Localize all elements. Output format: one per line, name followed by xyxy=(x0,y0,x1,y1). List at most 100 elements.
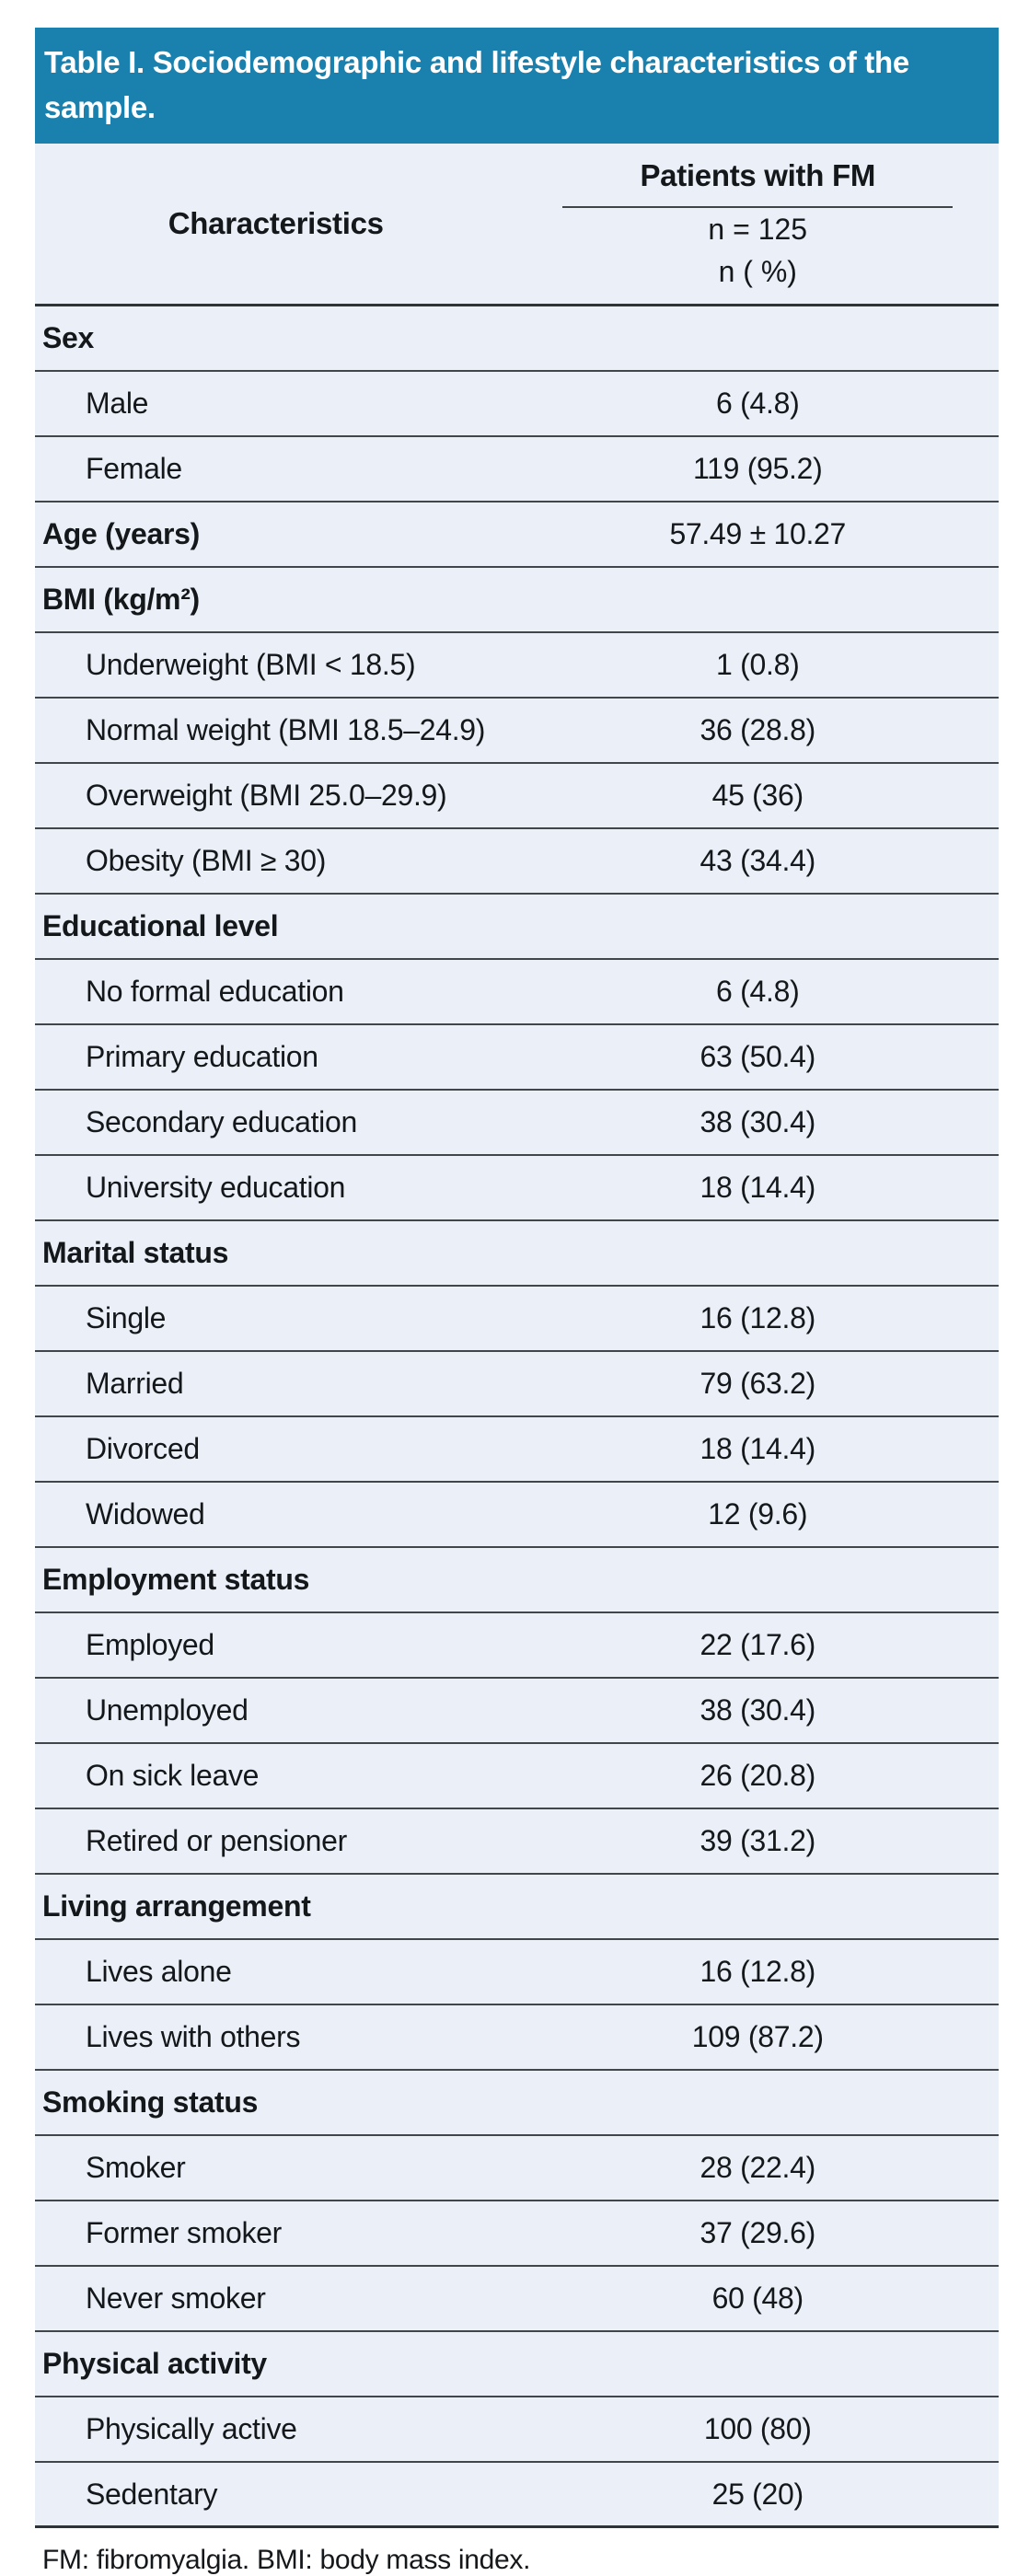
table-row: Lives with others 109 (87.2) xyxy=(35,2005,999,2071)
table-row: Never smoker 60 (48) xyxy=(35,2267,999,2332)
row-label: Divorced xyxy=(86,1432,200,1465)
row-value: 38 (30.4) xyxy=(699,1105,816,1138)
table-row: Secondary education 38 (30.4) xyxy=(35,1091,999,1156)
row-label: Obesity (BMI ≥ 30) xyxy=(86,844,327,877)
sample-size-line: n = 125 xyxy=(708,213,808,246)
table-row: On sick leave 26 (20.8) xyxy=(35,1744,999,1809)
row-label: Smoker xyxy=(86,2151,186,2184)
column-header-group: Patients with FM n = 125 n ( %) xyxy=(517,144,1000,304)
row-value: 16 (12.8) xyxy=(699,1955,816,1988)
table-row: Normal weight (BMI 18.5–24.9) 36 (28.8) xyxy=(35,699,999,764)
row-value: 63 (50.4) xyxy=(699,1040,816,1073)
table-row: Employment status xyxy=(35,1548,999,1613)
row-value: 36 (28.8) xyxy=(699,713,816,746)
row-label: Widowed xyxy=(86,1497,205,1531)
column-header-characteristics: Characteristics xyxy=(168,206,384,240)
table-row: Marital status xyxy=(35,1221,999,1287)
table-row: University education 18 (14.4) xyxy=(35,1156,999,1221)
row-value: 26 (20.8) xyxy=(699,1759,816,1792)
row-value: 43 (34.4) xyxy=(699,844,816,877)
row-label: Sedentary xyxy=(86,2477,218,2511)
row-label: Male xyxy=(86,387,149,420)
table-row: BMI (kg/m²) xyxy=(35,568,999,633)
table-row: Sedentary 25 (20) xyxy=(35,2463,999,2528)
row-value: 6 (4.8) xyxy=(716,975,800,1008)
table-row: Smoker 28 (22.4) xyxy=(35,2136,999,2201)
row-label: Overweight (BMI 25.0–29.9) xyxy=(86,779,447,812)
table-header: Characteristics Patients with FM n = 125… xyxy=(35,144,999,306)
row-label: Smoking status xyxy=(42,2085,259,2119)
row-value: 37 (29.6) xyxy=(699,2216,816,2249)
row-value: 28 (22.4) xyxy=(699,2151,816,2184)
row-value: 60 (48) xyxy=(711,2281,804,2315)
row-label: Sex xyxy=(42,321,95,354)
table-row: Overweight (BMI 25.0–29.9) 45 (36) xyxy=(35,764,999,829)
row-label: Marital status xyxy=(42,1236,229,1269)
table-row: Sex xyxy=(35,306,999,372)
table-row: Physical activity xyxy=(35,2332,999,2397)
row-value: 109 (87.2) xyxy=(691,2020,824,2053)
table-footnote: FM: fibromyalgia. BMI: body mass index. xyxy=(42,2545,531,2575)
row-value: 38 (30.4) xyxy=(699,1693,816,1727)
table-row: Married 79 (63.2) xyxy=(35,1352,999,1417)
row-label: On sick leave xyxy=(86,1759,260,1792)
row-label: Age (years) xyxy=(42,517,200,550)
group-label-patients-with-fm: Patients with FM xyxy=(562,158,954,208)
row-value: 18 (14.4) xyxy=(699,1432,816,1465)
row-value: 39 (31.2) xyxy=(699,1824,816,1857)
row-value: 57.49 ± 10.27 xyxy=(669,517,847,550)
table-title: Table I. Sociodemographic and lifestyle … xyxy=(35,28,999,144)
table-row: Widowed 12 (9.6) xyxy=(35,1483,999,1548)
row-label: Primary education xyxy=(86,1040,318,1073)
row-value: 1 (0.8) xyxy=(716,648,800,681)
table-row: Obesity (BMI ≥ 30) 43 (34.4) xyxy=(35,829,999,895)
row-value: 25 (20) xyxy=(711,2477,804,2511)
row-label: Normal weight (BMI 18.5–24.9) xyxy=(86,713,486,746)
sociodemographic-table: Table I. Sociodemographic and lifestyle … xyxy=(35,28,999,2576)
row-value: 100 (80) xyxy=(703,2412,812,2445)
row-value: 12 (9.6) xyxy=(708,1497,808,1531)
row-label: Living arrangement xyxy=(42,1889,311,1923)
row-label: Lives with others xyxy=(86,2020,301,2053)
row-label: Physical activity xyxy=(42,2347,267,2380)
table-row: Living arrangement xyxy=(35,1875,999,1940)
table-row: Single 16 (12.8) xyxy=(35,1287,999,1352)
table-row: Smoking status xyxy=(35,2071,999,2136)
row-label: Retired or pensioner xyxy=(86,1824,347,1857)
table-row: Physically active 100 (80) xyxy=(35,2397,999,2463)
table-row: Divorced 18 (14.4) xyxy=(35,1417,999,1483)
table-row: Age (years) 57.49 ± 10.27 xyxy=(35,502,999,568)
row-label: Underweight (BMI < 18.5) xyxy=(86,648,416,681)
row-label: Physically active xyxy=(86,2412,297,2445)
row-label: Unemployed xyxy=(86,1693,249,1727)
row-label: Single xyxy=(86,1301,167,1334)
row-label: BMI (kg/m²) xyxy=(42,583,200,616)
table-row: Educational level xyxy=(35,895,999,960)
row-value: 6 (4.8) xyxy=(716,387,800,420)
row-value: 18 (14.4) xyxy=(699,1171,816,1204)
row-value: 119 (95.2) xyxy=(692,452,823,485)
row-label: Female xyxy=(86,452,182,485)
row-label: University education xyxy=(86,1171,346,1204)
row-label: Educational level xyxy=(42,909,279,942)
row-value: 22 (17.6) xyxy=(699,1628,816,1661)
row-value: 79 (63.2) xyxy=(699,1367,816,1400)
row-label: Secondary education xyxy=(86,1105,357,1138)
row-label: Never smoker xyxy=(86,2281,266,2315)
row-value: 16 (12.8) xyxy=(699,1301,816,1334)
table-row: Former smoker 37 (29.6) xyxy=(35,2201,999,2267)
table-row: Female 119 (95.2) xyxy=(35,437,999,502)
row-label: No formal education xyxy=(86,975,344,1008)
row-value: 45 (36) xyxy=(711,779,804,812)
row-label: Married xyxy=(86,1367,184,1400)
table-body: Sex Male 6 (4.8) Female 119 (95.2) Age (… xyxy=(35,306,999,2528)
row-label: Lives alone xyxy=(86,1955,232,1988)
table-row: Retired or pensioner 39 (31.2) xyxy=(35,1809,999,1875)
table-row: No formal education 6 (4.8) xyxy=(35,960,999,1025)
row-label: Former smoker xyxy=(86,2216,283,2249)
table-row: Primary education 63 (50.4) xyxy=(35,1025,999,1091)
table-row: Underweight (BMI < 18.5) 1 (0.8) xyxy=(35,633,999,699)
table-row: Employed 22 (17.6) xyxy=(35,1613,999,1679)
table-row: Unemployed 38 (30.4) xyxy=(35,1679,999,1744)
table-row: Lives alone 16 (12.8) xyxy=(35,1940,999,2005)
